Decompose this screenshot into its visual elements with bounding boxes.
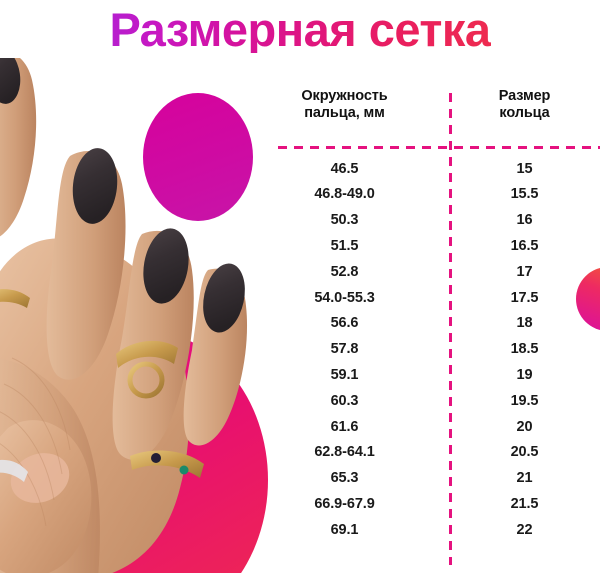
column-header-circumference: Окружность пальца, мм [301,88,388,121]
cell-circumference: 54.0-55.3 [314,289,375,306]
table-row: 66.9-67.9 21.5 [270,491,600,517]
decorative-circle-magenta [143,93,253,221]
cell-ring-size: 20 [516,418,533,435]
cell-circumference: 52.8 [330,263,359,280]
gold-ring-thin [0,289,30,308]
table-row: 54.0-55.3 17.5 [270,285,600,311]
cell-circumference: 46.5 [330,160,359,177]
ring-stone-dark [151,453,161,463]
cell-ring-size: 15 [516,160,533,177]
cell-ring-size: 16.5 [510,238,539,255]
page-title-container: Размерная сетка [0,0,600,58]
cell-circumference: 62.8-64.1 [314,444,375,461]
cell-ring-size: 21.5 [510,496,539,512]
table-row: 59.1 19 [270,362,600,388]
cell-circumference: 57.8 [330,341,359,358]
cell-ring-size: 18.5 [510,341,539,358]
table-row: 60.3 19.5 [270,388,600,414]
hand-with-rings-photo [0,58,278,573]
table-row: 46.8-49.0 15.5 [270,182,600,208]
column-divider-dashed [449,93,452,565]
cell-ring-size: 19.5 [510,392,539,409]
thumb-pad [10,453,70,503]
table-row: 56.6 18 [270,311,600,337]
cell-ring-size: 18 [516,315,533,332]
table-row: 46.5 15 [270,156,600,182]
table-row: 50.3 16 [270,208,600,234]
cell-ring-size: 20.5 [510,444,539,461]
cell-circumference: 56.6 [330,315,359,332]
table-row: 69.1 22 [270,517,600,543]
cell-ring-size: 17 [516,263,533,280]
cell-circumference: 46.8-49.0 [314,186,375,203]
cell-ring-size: 22 [516,521,533,538]
table-body: 46.5 15 46.8-49.0 15.5 50.3 16 51.5 16.5 52.8 17 5… [270,156,600,543]
cell-circumference: 60.3 [330,392,359,409]
cell-circumference: 61.6 [330,418,359,435]
cell-ring-size: 16 [516,212,533,229]
table-row: 52.8 17 [270,259,600,285]
cell-circumference: 69.1 [330,521,359,538]
gold-ring-hoop [116,340,178,399]
table-row: 51.5 16.5 [270,233,600,259]
cell-ring-size: 21 [516,470,533,487]
nail-ring [143,228,189,304]
table-header-row: Окружность пальца, мм Размер кольца [270,84,600,140]
nail-index [0,58,21,104]
header-divider-dashed [278,146,600,149]
cell-ring-size: 19 [516,367,533,384]
nail-middle [72,148,118,224]
page-title: Размерная сетка [109,2,491,56]
cell-ring-size: 15.5 [510,186,539,203]
cell-ring-size: 17.5 [510,289,539,306]
table-row: 62.8-64.1 20.5 [270,440,600,466]
column-header-ring-size: Размер кольца [498,88,551,121]
nail-little [203,263,245,333]
cell-circumference: 59.1 [330,367,359,384]
cell-circumference: 51.5 [330,238,359,255]
ring-stone-green [179,465,189,475]
gold-ring-stones [130,450,204,478]
size-table: Окружность пальца, мм Размер кольца 46.5… [270,84,600,573]
cell-circumference: 50.3 [330,212,359,229]
cell-circumference: 66.9-67.9 [314,496,375,512]
table-row: 57.8 18.5 [270,337,600,363]
table-row: 61.6 20 [270,414,600,440]
silver-ring [0,459,28,482]
table-row: 65.3 21 [270,466,600,492]
cell-circumference: 65.3 [330,470,359,487]
